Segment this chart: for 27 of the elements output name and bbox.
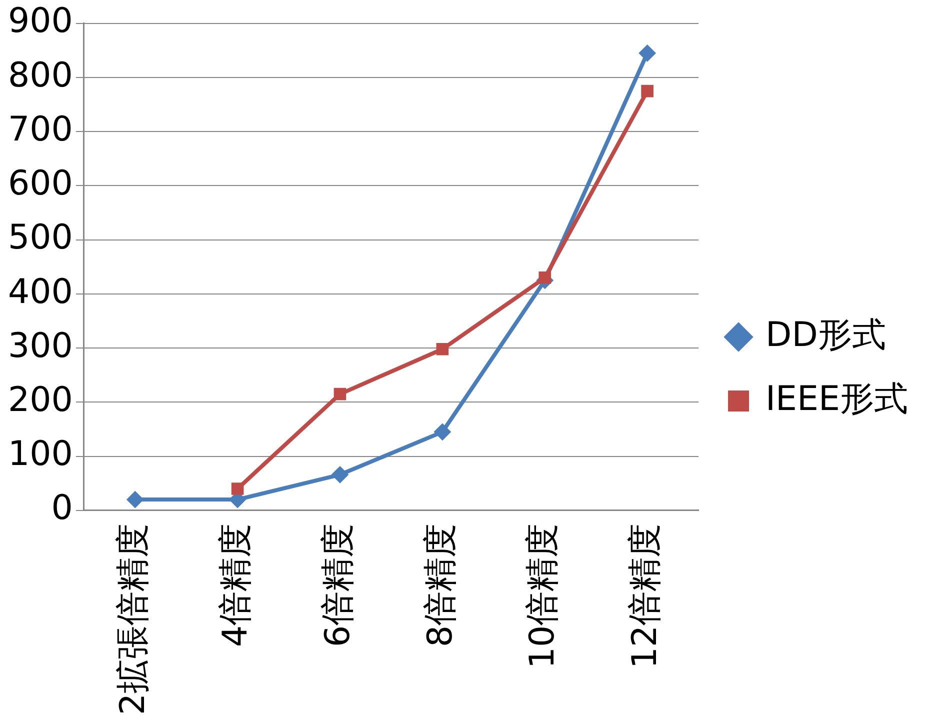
legend-label: IEEE形式	[766, 378, 908, 419]
y-tick-label: 900	[8, 1, 73, 42]
point	[641, 84, 654, 98]
point	[331, 466, 348, 484]
y-tick-label: 0	[51, 488, 73, 528]
y-tick-label: 200	[8, 380, 73, 420]
y-tick-label: 100	[8, 434, 73, 474]
x-tick-label: 2拡張倍精度	[112, 523, 153, 716]
x-tick-label: 4倍精度	[215, 523, 256, 648]
point	[436, 342, 449, 356]
legend-label: DD形式	[766, 314, 886, 355]
x-tick-label: 10倍精度	[522, 523, 563, 669]
x-tick-label: 6倍精度	[318, 523, 358, 648]
point	[638, 44, 656, 62]
y-tick-label: 300	[8, 326, 73, 366]
y-tick-label: 600	[8, 164, 73, 204]
x-tick-label: 12倍精度	[625, 523, 666, 669]
x-tick-label: 8倍精度	[420, 523, 460, 648]
point	[434, 423, 451, 440]
point	[334, 388, 346, 400]
y-tick-label: 700	[8, 109, 73, 150]
y-tick-label: 800	[8, 55, 73, 96]
point	[538, 272, 552, 284]
y-tick-label: 500	[8, 218, 73, 258]
point	[126, 491, 144, 508]
point	[231, 482, 244, 495]
y-tick-label: 400	[8, 272, 73, 312]
